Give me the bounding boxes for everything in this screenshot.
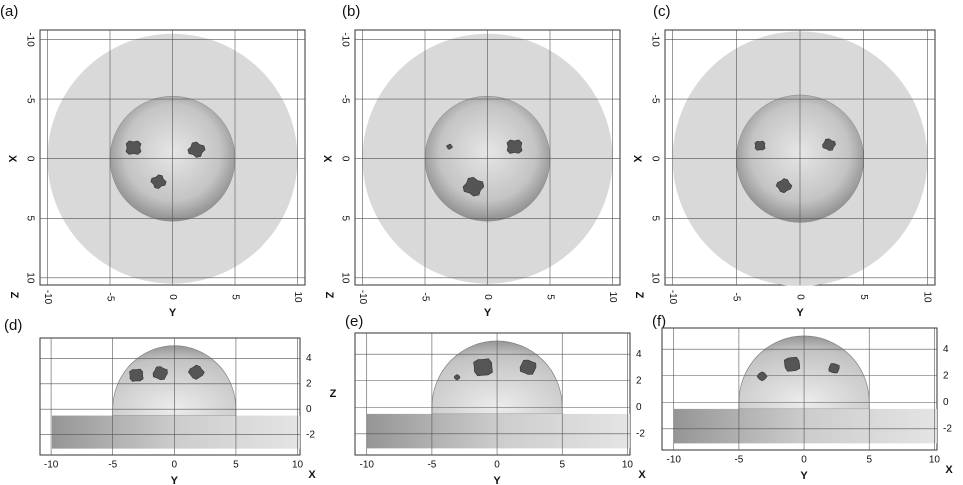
x-tick-label: 5: [858, 294, 869, 300]
y-tick-label: 5: [649, 215, 660, 221]
panel: (a) -10 -5 0 5 10 -10 -5 0 5 10 Y X Z: [0, 3, 305, 319]
y-axis-label: X: [308, 469, 316, 481]
y-tick-label: 0: [339, 156, 350, 162]
y-tick-label: -10: [339, 32, 350, 47]
corner-label: Z: [8, 292, 20, 299]
x-tick-label: -5: [731, 293, 742, 302]
particle: [507, 140, 522, 154]
x-tick-label: -5: [419, 293, 430, 302]
y-tick-label: 10: [649, 272, 660, 284]
panel-label: (f): [652, 313, 666, 330]
panel-label: (d): [4, 317, 22, 334]
y-tick-label: -2: [636, 428, 645, 439]
x-tick-label: 5: [559, 460, 565, 471]
x-tick-label: -10: [44, 460, 59, 471]
x-tick-label: -10: [667, 455, 682, 466]
x-tick-label: 10: [292, 291, 303, 303]
x-tick-label: 0: [172, 460, 178, 471]
x-tick-label: -5: [427, 460, 436, 471]
x-tick-label: 0: [167, 294, 178, 300]
x-tick-label: -10: [360, 460, 375, 471]
x-tick-label: -5: [734, 455, 743, 466]
y-axis-label: X: [945, 464, 953, 476]
x-tick-label: 0: [794, 294, 805, 300]
y-tick-label: -10: [24, 32, 35, 47]
corner-label: Z: [323, 292, 335, 299]
x-tick-label: 10: [929, 455, 941, 466]
figure: (a) -10 -5 0 5 10 -10 -5 0 5 10 Y X Z (b) -10 -5 0 5 10 -10 -…: [0, 0, 963, 485]
y-tick-label: 4: [306, 353, 312, 364]
y-tick-label: 4: [943, 344, 949, 355]
y-tick-label: 0: [636, 402, 642, 413]
x-tick-label: 10: [292, 460, 304, 471]
x-axis-label: Y: [169, 307, 177, 319]
y-axis-label: X: [321, 155, 333, 163]
y-tick-label: 0: [943, 397, 949, 408]
y-tick-label: 2: [943, 370, 949, 381]
panel-label: (b): [342, 3, 360, 20]
y-tick-label: 4: [636, 349, 642, 360]
y-tick-label: -10: [649, 32, 660, 47]
x-tick-label: 10: [922, 291, 933, 303]
particle: [829, 364, 839, 373]
x-tick-label: 0: [494, 460, 500, 471]
substrate: [367, 414, 630, 448]
z-axis-label: Z: [330, 388, 337, 400]
y-tick-label: 2: [636, 375, 642, 386]
particle: [784, 357, 800, 371]
panel: (e) -10 -5 0 5 10 4 2 0 -2 Y X Z: [330, 313, 647, 485]
x-axis-label: Y: [484, 307, 492, 319]
y-axis-label: X: [631, 155, 643, 163]
x-axis-label: Y: [796, 307, 804, 319]
particle: [520, 360, 536, 374]
particle: [755, 141, 765, 150]
x-tick-label: 10: [607, 291, 618, 303]
substrate: [674, 409, 937, 443]
panel: (f) -10 -5 0 5 10 4 2 0 -2 Y X: [652, 313, 953, 482]
y-tick-label: -5: [24, 95, 35, 104]
y-tick-label: -5: [649, 95, 660, 104]
panel-label: (e): [345, 313, 363, 330]
y-tick-label: -2: [943, 423, 952, 434]
y-tick-label: 0: [649, 156, 660, 162]
x-tick-label: 0: [801, 455, 807, 466]
y-tick-label: 10: [24, 272, 35, 284]
panel: (d) -10 -5 0 5 10 4 2 0 -2 Y X: [4, 317, 316, 485]
x-tick-label: 0: [482, 294, 493, 300]
panel: (c) -10 -5 0 5 10 -10 -5 0 5 10 Y X Z: [631, 3, 935, 319]
x-tick-label: -5: [108, 460, 117, 471]
panel-label: (c): [653, 3, 671, 20]
x-tick-label: -5: [104, 293, 115, 302]
substrate: [52, 416, 300, 449]
y-tick-label: 10: [339, 272, 350, 284]
y-axis-label: X: [638, 469, 646, 481]
x-tick-label: -10: [667, 290, 678, 305]
panel: (b) -10 -5 0 5 10 -10 -5 0 5 10 Y X Z: [321, 3, 620, 319]
particle: [474, 359, 493, 376]
panel-label: (a): [0, 3, 18, 20]
particle: [126, 141, 141, 155]
x-tick-label: 5: [544, 294, 555, 300]
x-tick-label: -10: [42, 290, 53, 305]
x-axis-label: Y: [493, 475, 501, 485]
x-tick-label: 5: [229, 294, 240, 300]
x-axis-label: Y: [171, 475, 179, 485]
y-tick-label: 2: [306, 378, 312, 389]
y-tick-label: -5: [339, 95, 350, 104]
corner-label: Z: [633, 292, 645, 299]
y-tick-label: -2: [306, 429, 315, 440]
x-tick-label: -10: [357, 290, 368, 305]
y-tick-label: 5: [24, 215, 35, 221]
y-tick-label: 0: [24, 156, 35, 162]
y-axis-label: X: [6, 155, 18, 163]
x-tick-label: 5: [233, 460, 239, 471]
y-tick-label: 5: [339, 215, 350, 221]
x-tick-label: 5: [866, 455, 872, 466]
y-tick-label: 0: [306, 404, 312, 415]
particle: [130, 369, 144, 381]
x-tick-label: 10: [622, 460, 634, 471]
x-axis-label: Y: [800, 470, 808, 482]
